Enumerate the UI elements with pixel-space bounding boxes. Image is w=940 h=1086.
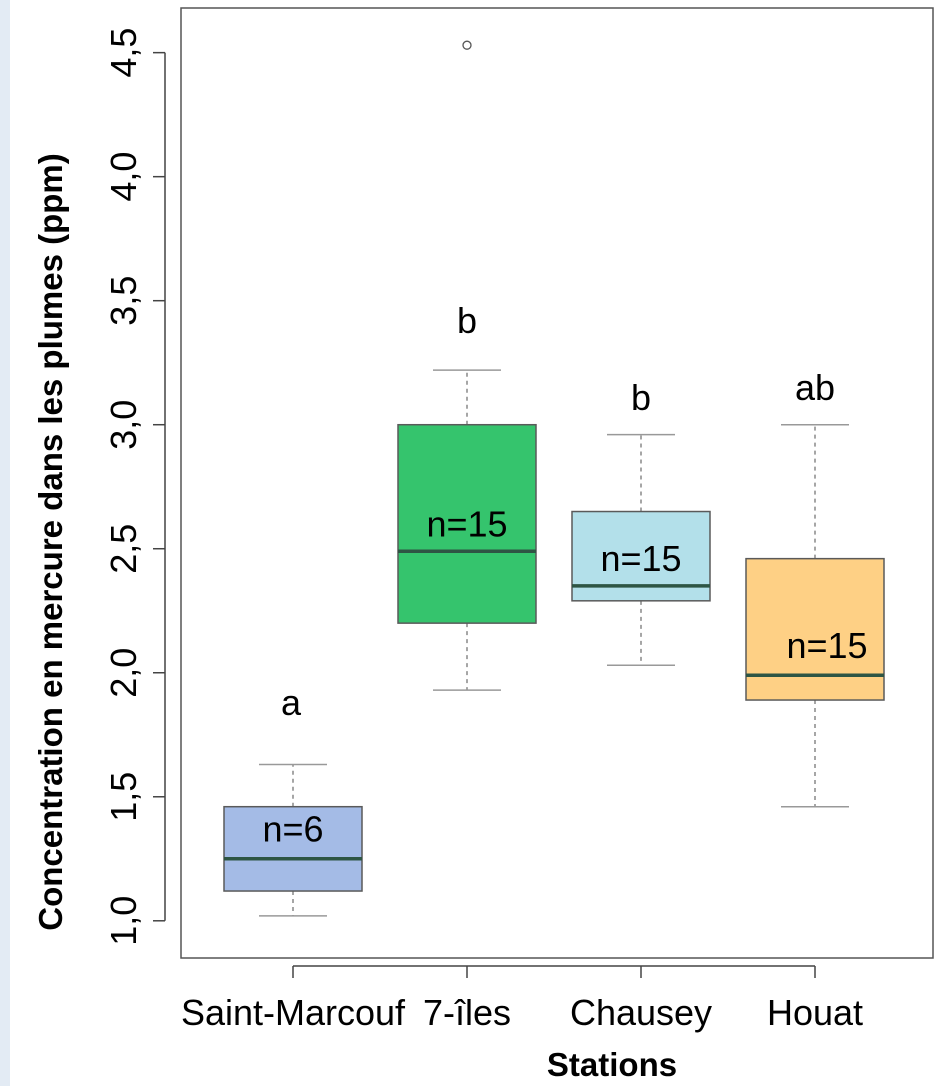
box-group [745,423,885,808]
y-axis-title: Concentration en mercure dans les plumes… [32,153,69,931]
axes-layer: 1,0 1,5 2,0 2,5 3,0 3,5 4,0 4,5 Saint-Marcouf 7-î… [103,7,934,1033]
box-group [571,433,711,667]
sample-size-label: n=15 [786,625,867,666]
y-tick-label: 2,0 [103,648,144,698]
significance-letter: b [457,300,477,341]
x-axis-title: Stations [547,1046,677,1083]
sample-size-label: n=6 [262,808,323,849]
box-iqr [223,805,363,892]
y-tick-label: 1,5 [103,772,144,822]
y-tick-label: 4,0 [103,152,144,202]
plot-frame [180,7,934,959]
y-tick-label: 2,5 [103,524,144,574]
boxes-layer [223,40,885,917]
y-tick-label: 1,0 [103,896,144,946]
y-tick-label: 3,5 [103,276,144,326]
box-iqr [397,423,537,624]
x-tick-label: Houat [767,992,863,1033]
box-group [223,763,363,917]
y-tick-label: 4,5 [103,28,144,78]
labels-layer: Concentration en mercure dans les plumes… [32,153,868,1083]
sample-size-label: n=15 [426,503,507,544]
box-group [397,40,537,691]
x-tick-label: Chausey [570,992,712,1033]
x-tick-label: Saint-Marcouf [181,992,406,1033]
significance-letter: a [281,682,302,723]
y-tick-label: 3,0 [103,400,144,450]
significance-letter: ab [795,367,835,408]
x-tick-label: 7-îles [423,992,511,1033]
significance-letter: b [631,377,651,418]
sample-size-label: n=15 [600,538,681,579]
outlier-point [462,40,472,50]
